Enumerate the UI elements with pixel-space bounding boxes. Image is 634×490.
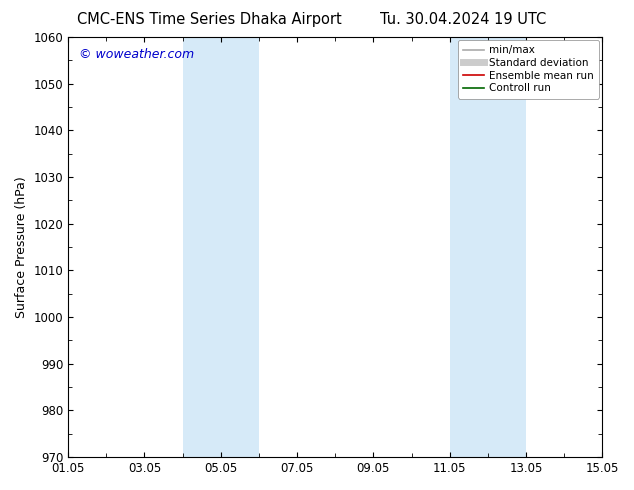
Bar — [450, 37, 526, 457]
Bar — [183, 37, 259, 457]
Y-axis label: Surface Pressure (hPa): Surface Pressure (hPa) — [15, 176, 28, 318]
Legend: min/max, Standard deviation, Ensemble mean run, Controll run: min/max, Standard deviation, Ensemble me… — [458, 40, 599, 98]
Text: © woweather.com: © woweather.com — [79, 48, 194, 61]
Text: CMC-ENS Time Series Dhaka Airport: CMC-ENS Time Series Dhaka Airport — [77, 12, 342, 27]
Text: Tu. 30.04.2024 19 UTC: Tu. 30.04.2024 19 UTC — [380, 12, 546, 27]
